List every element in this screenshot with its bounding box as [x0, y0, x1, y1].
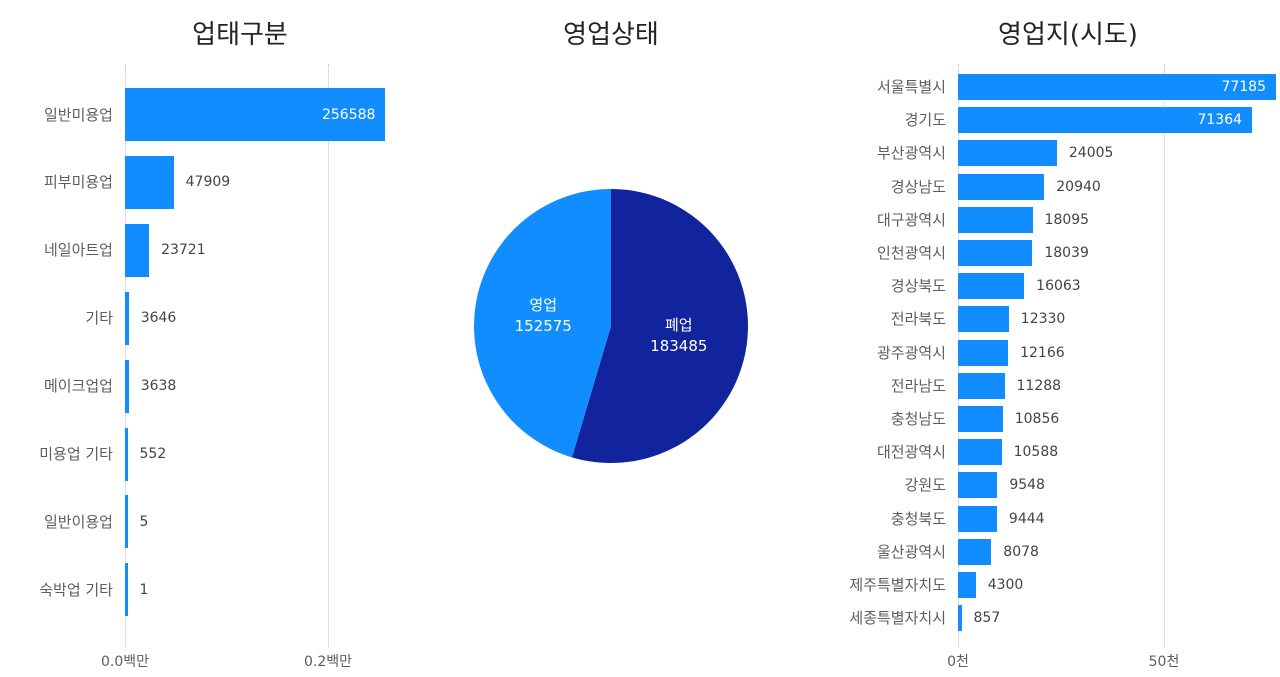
x-axis-tick-label: 0.2백만 — [303, 654, 353, 670]
data-label: 18039 — [1044, 245, 1089, 261]
bar[interactable] — [125, 291, 129, 345]
category-label: 대전광역시 — [876, 443, 946, 462]
data-label: 23721 — [161, 242, 206, 259]
data-label: 3638 — [140, 378, 177, 395]
bar[interactable] — [958, 538, 992, 565]
chart-title-business-status: 영업상태 — [563, 20, 659, 50]
bar[interactable] — [958, 273, 1025, 300]
data-label: 3646 — [140, 310, 177, 327]
category-label: 인천광역시 — [876, 244, 946, 262]
bar[interactable] — [958, 605, 962, 632]
data-label: 16063 — [1036, 278, 1081, 295]
pie-label-closed-value: 183485 — [650, 336, 708, 355]
pie-label-open-value: 152575 — [514, 317, 572, 336]
bar[interactable] — [958, 472, 998, 499]
bar[interactable] — [958, 572, 976, 598]
bar[interactable] — [958, 140, 1057, 167]
bar[interactable] — [958, 206, 1033, 233]
category-label: 일반미용업 — [43, 105, 113, 124]
data-label: 24005 — [1068, 145, 1114, 162]
pie-slice-closed[interactable] — [571, 189, 749, 463]
data-label: 20940 — [1056, 178, 1101, 195]
x-axis-tick-label: 50천 — [1148, 654, 1180, 670]
category-label: 경상남도 — [890, 177, 946, 196]
data-label: 8078 — [1003, 543, 1039, 560]
data-label: 256588 — [321, 106, 376, 123]
data-label: 11288 — [1016, 377, 1062, 394]
chart-title-business-type: 업태구분 — [192, 20, 288, 50]
category-label: 충청북도 — [890, 509, 946, 528]
bar[interactable] — [958, 406, 1003, 432]
bar[interactable] — [125, 223, 150, 277]
category-label: 피부미용업 — [43, 173, 113, 192]
category-label: 전라남도 — [890, 376, 946, 395]
category-label: 기타 — [85, 309, 113, 328]
pie-label-open-name: 영업 — [529, 296, 558, 315]
category-label: 부산광역시 — [876, 144, 946, 163]
data-label: 10856 — [1014, 411, 1060, 427]
category-label: 충청남도 — [890, 410, 946, 428]
bar[interactable] — [125, 155, 174, 209]
category-label: 강원도 — [904, 476, 946, 495]
data-label: 71364 — [1197, 112, 1243, 129]
data-label: 77185 — [1221, 79, 1266, 95]
bar[interactable] — [125, 563, 128, 617]
category-label: 메이크업업 — [43, 377, 113, 396]
data-label: 857 — [973, 610, 1001, 627]
category-label: 대구광역시 — [876, 210, 946, 229]
category-label: 제주특별자치도 — [849, 576, 946, 594]
pie-label-closed-name: 폐업 — [664, 315, 693, 334]
bar[interactable] — [958, 240, 1033, 266]
gridline — [1164, 64, 1165, 648]
category-label: 울산광역시 — [876, 542, 946, 561]
data-label: 12330 — [1020, 311, 1066, 328]
pie-svg — [474, 189, 749, 463]
data-label: 12166 — [1020, 344, 1065, 361]
bar[interactable] — [125, 359, 129, 413]
data-label: 552 — [139, 446, 167, 462]
category-label: 광주광역시 — [876, 343, 946, 362]
bar[interactable] — [125, 427, 128, 481]
x-axis-tick-label: 0천 — [947, 654, 969, 670]
pie-label-open: 영업 152575 — [515, 295, 572, 337]
data-label: 10588 — [1013, 444, 1059, 461]
bar[interactable] — [958, 173, 1045, 200]
bar[interactable] — [125, 495, 128, 549]
category-label: 경상북도 — [890, 277, 946, 296]
data-label: 9444 — [1008, 510, 1045, 527]
data-label: 4300 — [987, 577, 1024, 593]
bar[interactable] — [958, 339, 1009, 366]
category-label: 세종특별자치시 — [849, 609, 946, 628]
bar[interactable] — [958, 439, 1002, 466]
data-label: 18095 — [1044, 211, 1090, 228]
bar[interactable] — [958, 306, 1009, 333]
category-label: 미용업 기타 — [39, 445, 113, 463]
bar[interactable] — [958, 74, 1276, 100]
category-label: 경기도 — [904, 111, 946, 130]
bar[interactable] — [125, 88, 386, 141]
bar[interactable] — [958, 372, 1005, 399]
pie-slice-open[interactable] — [474, 189, 611, 458]
data-label: 9548 — [1009, 477, 1045, 494]
category-label: 전라북도 — [890, 310, 946, 329]
category-label: 숙박업 기타 — [39, 580, 113, 599]
pie-label-closed: 폐업 183485 — [650, 315, 707, 357]
bar[interactable] — [958, 107, 1253, 134]
category-label: 일반이용업 — [43, 512, 113, 531]
data-label: 1 — [139, 581, 149, 598]
gridline — [328, 64, 329, 648]
data-label: 47909 — [185, 174, 231, 191]
data-label: 5 — [139, 513, 149, 530]
category-label: 서울특별시 — [876, 78, 946, 96]
bar[interactable] — [958, 505, 997, 532]
x-axis-tick-label: 0.0백만 — [100, 654, 150, 670]
gridline — [125, 64, 126, 648]
category-label: 네일아트업 — [43, 241, 113, 260]
bar-chart-business-type: 0.0백만 0.2백만 일반미용업 256588 피부미용업 47909 네일아트업 2372… — [0, 0, 420, 677]
pie-chart-business-status: 폐업 183485 영업 152575 — [460, 175, 760, 475]
chart-title-region: 영업지(시도) — [998, 20, 1138, 50]
